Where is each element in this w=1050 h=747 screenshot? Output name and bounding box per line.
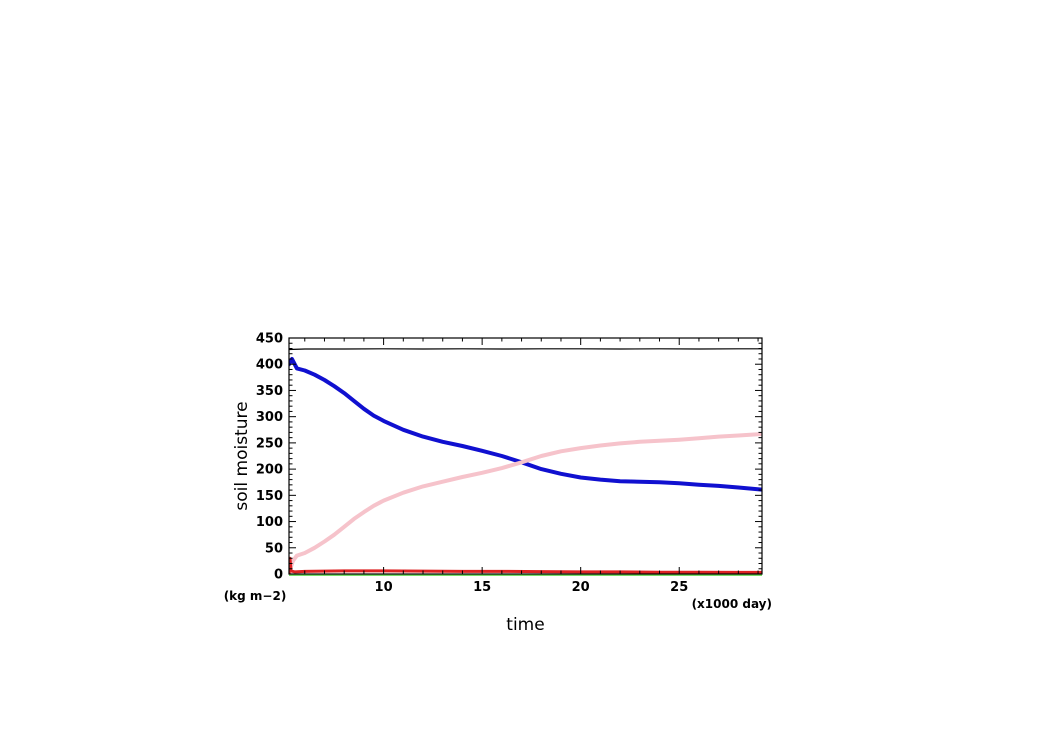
series-line-1 xyxy=(289,348,762,351)
y-tick-label: 400 xyxy=(256,358,283,373)
x-unit-label: (x1000 day) xyxy=(692,597,772,611)
labels-layer: 0 50 100 150 200 250 300 350 400 450 10 15 20 25 xyxy=(256,332,688,596)
x-tick-label: 25 xyxy=(670,580,688,595)
y-axis-title: soil moisture xyxy=(232,401,252,510)
series-line-2 xyxy=(289,357,762,492)
y-tick-label: 300 xyxy=(256,410,283,425)
series-line-4 xyxy=(289,556,762,576)
y-tick-label: 150 xyxy=(256,489,283,504)
x-tick-label: 15 xyxy=(473,580,491,595)
y-tick-label: 450 xyxy=(256,332,283,347)
series-line-3 xyxy=(289,432,762,575)
x-axis-title: time xyxy=(506,615,544,635)
y-unit-label: (kg m−2) xyxy=(224,589,287,603)
y-tick-label: 350 xyxy=(256,384,283,399)
plot-frame xyxy=(288,337,763,575)
ticks-layer xyxy=(289,337,762,575)
x-tick-label: 10 xyxy=(375,580,393,595)
y-tick-label: 200 xyxy=(256,463,283,478)
y-tick-label: 100 xyxy=(256,515,283,530)
x-tick-label: 20 xyxy=(572,580,590,595)
y-tick-label: 0 xyxy=(274,568,283,583)
y-tick-label: 250 xyxy=(256,436,283,451)
series-layer xyxy=(289,348,762,576)
y-tick-label: 50 xyxy=(265,541,283,556)
